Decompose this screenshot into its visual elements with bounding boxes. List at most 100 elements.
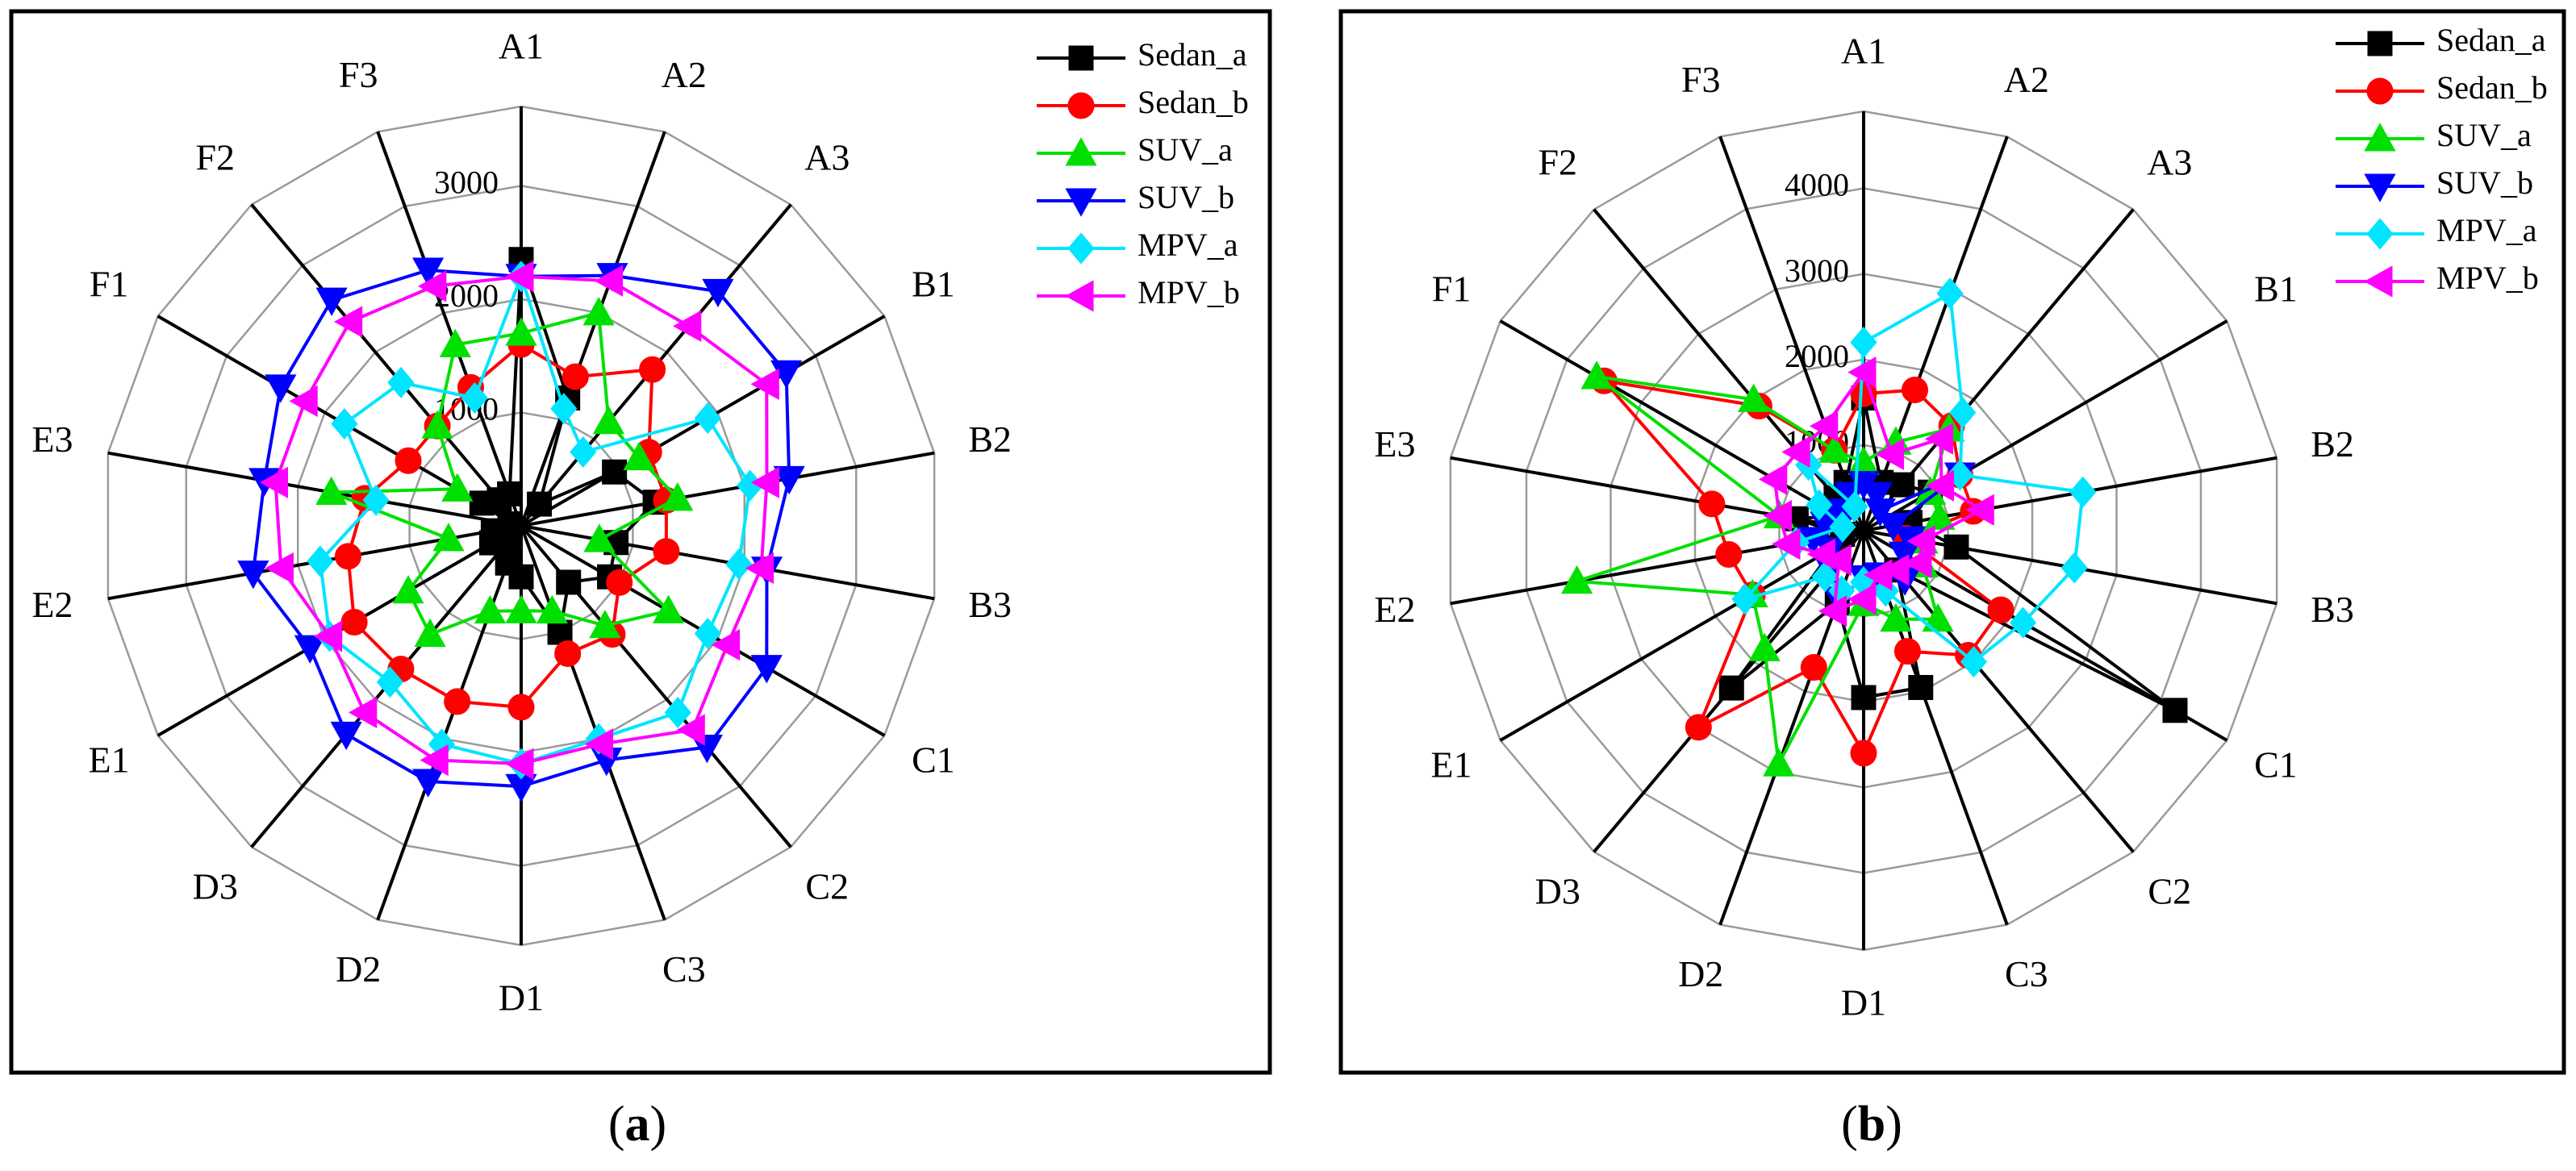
pb-point-MPV_b-A1 [1847, 356, 1877, 389]
pa-axis-label-B2: B2 [968, 419, 1012, 460]
pa-axis-label-F1: F1 [90, 264, 129, 305]
pa-point-SUV_b-E1 [294, 635, 326, 664]
pa-point-MPV_b-C2 [676, 714, 705, 746]
pa-legend-label-MPV_a: MPV_a [1138, 227, 1238, 263]
pa-axis-label-D3: D3 [193, 866, 238, 907]
pa-point-MPV_b-F2 [333, 306, 363, 338]
pa-point-Sedan_a-A3 [527, 491, 553, 517]
pb-legend-marker-MPV_b [2364, 265, 2393, 298]
pa-axis-label-C1: C1 [912, 740, 955, 781]
pa-point-Sedan_b-C1 [606, 569, 633, 596]
pb-point-MPV_b-C3 [1864, 559, 1893, 591]
pb-point-MPV_b-D2 [1818, 595, 1847, 627]
pa-tick-label-3000: 3000 [434, 165, 499, 201]
pb-axis-label-A2: A2 [2004, 59, 2049, 100]
pa-axis-label-C2: C2 [805, 866, 849, 907]
pa-point-MPV_a-E2 [307, 545, 334, 577]
pa-series-Sedan_a [469, 247, 668, 645]
pb-legend-marker-SUV_a [2364, 123, 2396, 152]
pa-point-SUV_a-C2 [589, 610, 621, 639]
pb-legend-marker-MPV_a [2366, 218, 2394, 250]
pa-point-SUV_a-D2 [474, 594, 507, 624]
pb-point-MPV_b-B1 [1925, 469, 1954, 502]
pb-axis-line-A2 [1862, 135, 2009, 531]
pb-legend-item-Sedan_a: Sedan_a [2336, 22, 2546, 58]
pb-axis-label-B1: B1 [2254, 269, 2298, 310]
pb-point-MPV_a-A3 [1949, 397, 1977, 429]
pb-point-SUV_a-E2 [1561, 565, 1593, 594]
pa-point-MPV_b-E2 [265, 552, 294, 585]
pb-point-MPV_b-B2 [1965, 494, 1994, 526]
pb-point-MPV_b-A3 [1924, 423, 1953, 455]
pb-point-SUV_a-F3 [1818, 434, 1851, 463]
pa-point-SUV_a-A1 [505, 317, 537, 346]
pb-point-MPV_a-B2 [2069, 476, 2097, 508]
pb-point-MPV_b-E1 [1806, 538, 1835, 570]
pa-point-MPV_b-F3 [418, 270, 447, 302]
pa-point-SUV_a-A2 [582, 297, 615, 326]
pb-point-SUV_a-F2 [1737, 383, 1770, 412]
pb-point-MPV_a-C2 [1960, 646, 1988, 678]
pb-point-MPV_b-C1 [1903, 547, 1932, 579]
pa-axis-label-B1: B1 [912, 264, 955, 305]
pb-axis-label-B2: B2 [2311, 423, 2354, 465]
pb-axis-label-F1: F1 [1432, 269, 1472, 310]
pa-point-MPV_b-A2 [594, 265, 624, 297]
pb-point-MPV_b-C2 [1881, 554, 1910, 586]
pb-axis-label-D2: D2 [1678, 953, 1723, 994]
pa-axis-label-A2: A2 [662, 54, 707, 95]
pa-axis-label-B3: B3 [968, 584, 1012, 625]
pa-axis-label-D1: D1 [499, 977, 544, 1019]
pa-series-SUV_a [315, 297, 694, 648]
pa-legend-item-MPV_b: MPV_b [1037, 274, 1240, 312]
pa-point-SUV_a-A3 [592, 406, 625, 435]
pb-point-Sedan_b-C1 [1987, 596, 2014, 623]
pb-point-Sedan_a-D1 [1851, 685, 1877, 711]
pa-point-MPV_a-D3 [376, 666, 403, 698]
pb-point-Sedan_a-C1 [2162, 698, 2188, 723]
pa-axis-label-D2: D2 [336, 948, 381, 990]
pa-legend-marker-Sedan_b [1067, 92, 1095, 119]
pa-point-MPV_a-B3 [725, 548, 753, 581]
pb-point-Sedan_b-E2 [1715, 540, 1743, 568]
pb-legend-marker-SUV_b [2364, 173, 2396, 202]
pb-point-Sedan_b-D1 [1850, 740, 1877, 767]
pa-axis-line-F2 [250, 203, 523, 527]
pb-point-MPV_a-E3 [1829, 510, 1856, 543]
pb-axis-line-F3 [1718, 135, 1865, 531]
pb-point-MPV_a-A1 [1850, 327, 1877, 359]
pa-point-MPV_b-C3 [584, 728, 614, 761]
pb-legend-item-SUV_b: SUV_b [2336, 165, 2533, 202]
pa-legend-marker-MPV_b [1065, 280, 1094, 312]
pa-point-MPV_b-A3 [672, 310, 702, 342]
pb-point-MPV_b-B3 [1906, 525, 1935, 557]
pa-axis-label-E1: E1 [88, 740, 129, 781]
pb-axis-label-C1: C1 [2254, 744, 2298, 786]
pb-point-MPV_a-F1 [1806, 489, 1833, 521]
pb-legend-item-SUV_a: SUV_a [2336, 117, 2532, 153]
pb-legend-label-Sedan_a: Sedan_a [2436, 22, 2546, 58]
pb-axis-label-F3: F3 [1681, 59, 1721, 100]
pa-axis-label-E3: E3 [31, 419, 73, 460]
pa-point-Sedan_a-E3 [497, 511, 523, 537]
pb-legend-label-MPV_a: MPV_a [2436, 212, 2537, 248]
pa-axis-label-A1: A1 [499, 26, 544, 67]
pa-point-SUV_a-D1 [505, 594, 537, 623]
pb-point-MPV_a-D3 [1811, 560, 1839, 593]
pa-legend-label-Sedan_b: Sedan_b [1138, 84, 1249, 120]
pa-legend-item-Sedan_a: Sedan_a [1037, 36, 1247, 73]
pb-legend-item-MPV_a: MPV_a [2336, 212, 2537, 250]
pa-axis-label-C3: C3 [662, 948, 706, 990]
pa-point-SUV_b-D2 [412, 769, 445, 798]
pb-point-SUV_a-C3 [1880, 602, 1912, 632]
pa-point-SUV_a-D3 [414, 618, 446, 648]
pb-axis-label-A1: A1 [1841, 31, 1886, 72]
caption-b: (b) [1841, 1097, 1902, 1152]
pa-point-Sedan_b-E1 [340, 608, 368, 636]
pa-point-SUV_a-F1 [441, 473, 474, 502]
pb-axis-line-F2 [1593, 208, 1865, 532]
pa-point-SUV_a-E1 [392, 575, 424, 604]
panel-a-frame [9, 9, 1272, 1075]
